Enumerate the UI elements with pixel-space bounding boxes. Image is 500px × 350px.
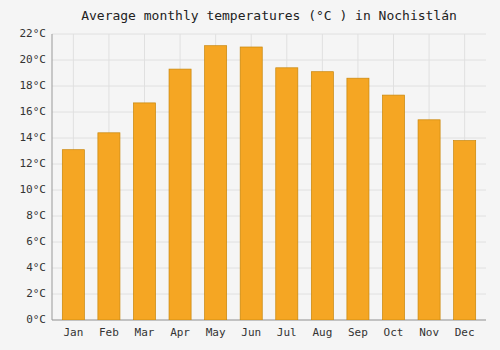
bar <box>276 68 298 320</box>
y-tick-label: 2°C <box>26 287 46 300</box>
y-tick-label: 4°C <box>26 261 46 274</box>
bar <box>454 141 476 320</box>
y-tick-label: 10°C <box>20 183 47 196</box>
x-tick-label: Jun <box>241 326 261 339</box>
x-tick-label: Aug <box>312 326 332 339</box>
bar <box>418 120 440 320</box>
y-axis-line <box>52 34 53 320</box>
chart-container: 0°C 2°C 4°C 6°C 8°C 10°C 12°C 14°C 16°C 18°C 20°C 2… <box>0 0 500 350</box>
x-tick-label: May <box>206 326 226 339</box>
axes: 0°C 2°C 4°C 6°C 8°C 10°C 12°C 14°C 16°C 18°C 20°C 2… <box>20 27 487 339</box>
bar <box>347 78 369 320</box>
y-tick-label: 12°C <box>20 157 47 170</box>
grid-line <box>52 34 486 35</box>
x-tick-label: Dec <box>455 326 475 339</box>
grid-line <box>52 112 486 113</box>
bar <box>62 150 84 320</box>
y-tick-label: 14°C <box>20 131 47 144</box>
bar <box>205 46 227 320</box>
bars <box>62 46 475 320</box>
title: Average monthly temperatures (°C ) in No… <box>81 8 457 23</box>
grid <box>52 34 486 320</box>
grid-line <box>52 60 486 61</box>
y-tick-label: 20°C <box>20 53 47 66</box>
y-tick-label: 6°C <box>26 235 46 248</box>
bar <box>98 133 120 320</box>
chart: 0°C 2°C 4°C 6°C 8°C 10°C 12°C 14°C 16°C 18°C 20°C 2… <box>0 0 500 350</box>
y-tick-label: 8°C <box>26 209 46 222</box>
x-tick-label: Mar <box>135 326 155 339</box>
x-tick-label: Jul <box>277 326 297 339</box>
bar <box>311 72 333 320</box>
y-tick-label: 22°C <box>20 27 47 40</box>
background <box>0 0 500 350</box>
bar <box>240 47 262 320</box>
bar <box>382 95 404 320</box>
x-tick-label: Sep <box>348 326 368 339</box>
x-tick-label: Feb <box>99 326 119 339</box>
x-tick-label: Nov <box>419 326 439 339</box>
y-tick-label: 16°C <box>20 105 47 118</box>
bar <box>133 103 155 320</box>
y-tick-label: 18°C <box>20 79 47 92</box>
page: {"chart_data": {"type": "bar", "title": … <box>0 0 500 350</box>
grid-line <box>52 86 486 87</box>
y-tick-label: 0°C <box>26 313 46 326</box>
x-tick-label: Apr <box>170 326 190 339</box>
x-tick-label: Jan <box>63 326 83 339</box>
bar <box>169 69 191 320</box>
x-tick-label: Oct <box>384 326 404 339</box>
